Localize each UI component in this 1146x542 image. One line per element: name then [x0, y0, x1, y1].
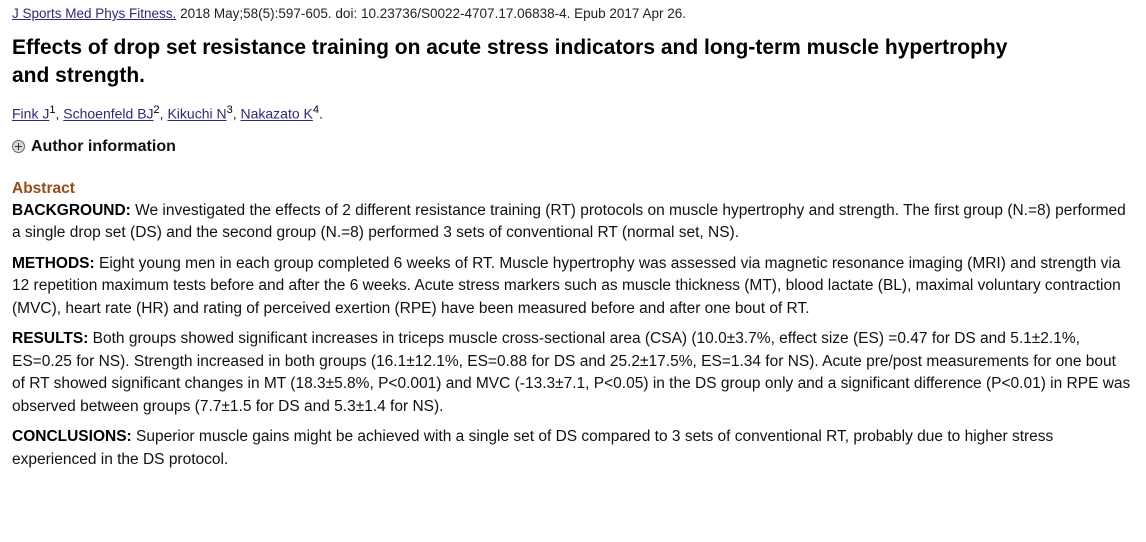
article-page: J Sports Med Phys Fitness. 2018 May;58(5…	[12, 4, 1136, 479]
results-text: Both groups showed significant increases…	[12, 330, 1131, 415]
methods-text: Eight young men in each group completed …	[12, 254, 1121, 317]
citation-line: J Sports Med Phys Fitness. 2018 May;58(5…	[12, 4, 1136, 24]
citation-details: 2018 May;58(5):597-605. doi: 10.23736/S0…	[180, 6, 686, 21]
author-information-toggle[interactable]: Author information	[12, 137, 1136, 157]
author-link-fink[interactable]: Fink J	[12, 105, 50, 122]
author-list: Fink J1, Schoenfeld BJ2, Kikuchi N3, Nak…	[12, 104, 323, 122]
article-title: Effects of drop set resistance training …	[12, 36, 1008, 87]
abstract-background: BACKGROUND: We investigated the effects …	[12, 200, 1132, 245]
author-affiliation-number: 2	[153, 104, 160, 116]
abstract-methods: METHODS: Eight young men in each group c…	[12, 253, 1132, 321]
author-affiliation-number: 4	[312, 104, 319, 116]
background-label: BACKGROUND:	[12, 201, 131, 219]
abstract-heading: Abstract	[12, 179, 75, 197]
abstract-conclusions: CONCLUSIONS: Superior muscle gains might…	[12, 426, 1132, 471]
author-affiliation-number: 3	[226, 104, 233, 116]
background-text: We investigated the effects of 2 differe…	[12, 201, 1126, 242]
author-affiliation-number: 1	[49, 104, 56, 116]
author-information-label: Author information	[31, 137, 176, 155]
conclusions-label: CONCLUSIONS:	[12, 428, 132, 446]
author-link-schoenfeld[interactable]: Schoenfeld BJ	[63, 105, 154, 122]
results-label: RESULTS:	[12, 330, 89, 348]
journal-link[interactable]: J Sports Med Phys Fitness.	[12, 6, 177, 21]
author-link-nakazato[interactable]: Nakazato K	[240, 105, 313, 122]
expand-plus-icon[interactable]	[12, 140, 25, 154]
abstract-results: RESULTS: Both groups showed significant …	[12, 328, 1132, 418]
author-link-kikuchi[interactable]: Kikuchi N	[167, 105, 227, 122]
methods-label: METHODS:	[12, 254, 95, 272]
conclusions-text: Superior muscle gains might be achieved …	[12, 428, 1054, 468]
